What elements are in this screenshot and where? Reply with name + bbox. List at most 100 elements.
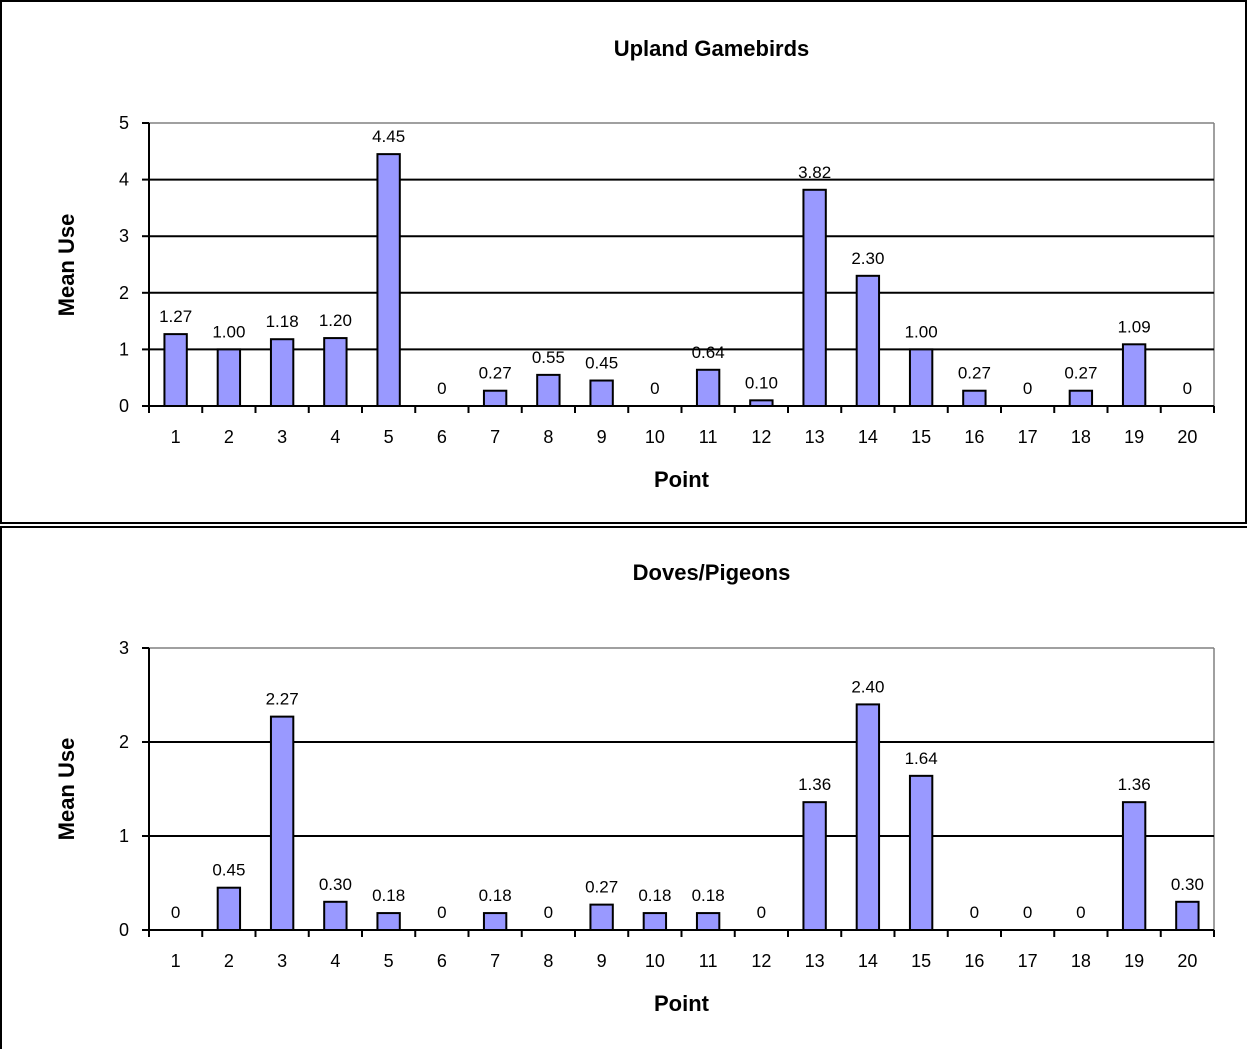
x-tick-label: 8: [543, 427, 553, 447]
upland-gamebirds-chart-panel: Upland Gamebirds 0 1 2 3 4 5 1.27 1 1.00 2 1.18 3 1.2…: [0, 0, 1247, 524]
data-label: 0: [970, 903, 979, 922]
x-tick-label: 6: [437, 427, 447, 447]
data-label: 3.82: [798, 163, 831, 182]
bar: [962, 389, 987, 407]
x-tick-label: 9: [597, 427, 607, 447]
y-tick-label: 5: [119, 113, 129, 133]
data-label: 0.30: [319, 875, 352, 894]
x-tick-label: 2: [224, 951, 234, 971]
x-tick-label: 1: [171, 427, 181, 447]
data-label: 0.64: [692, 343, 725, 362]
bar: [749, 399, 774, 407]
y-tick-label: 3: [119, 638, 129, 658]
bar: [695, 368, 721, 407]
bar: [1121, 801, 1147, 931]
data-label: 0.10: [745, 373, 778, 392]
x-tick-label: 20: [1177, 951, 1197, 971]
data-label: 1.64: [905, 749, 938, 768]
x-axis-label: Point: [654, 467, 710, 492]
data-label: 0.27: [1064, 364, 1097, 383]
bar: [589, 379, 614, 407]
x-tick-label: 14: [858, 951, 878, 971]
data-label: 1.00: [212, 322, 245, 341]
bar: [163, 333, 188, 408]
x-tick-label: 12: [751, 427, 771, 447]
data-label: 0: [171, 903, 180, 922]
x-tick-label: 5: [384, 427, 394, 447]
data-label: 1.36: [1118, 775, 1151, 794]
y-tick-label: 2: [119, 732, 129, 752]
y-tick-label: 0: [119, 396, 129, 416]
data-label: 2.27: [266, 690, 299, 709]
y-tick-label: 0: [119, 920, 129, 940]
data-label: 0.30: [1171, 875, 1204, 894]
data-label: 0.18: [372, 886, 405, 905]
data-label: 2.30: [851, 249, 884, 268]
data-label: 0: [437, 379, 446, 398]
bar: [589, 903, 614, 931]
chart-title: Doves/Pigeons: [633, 560, 791, 585]
x-tick-label: 13: [805, 427, 825, 447]
x-tick-label: 19: [1124, 951, 1144, 971]
y-tick-label: 1: [119, 339, 129, 359]
data-label: 0.18: [692, 886, 725, 905]
chart-title: Upland Gamebirds: [614, 36, 810, 61]
x-tick-label: 16: [964, 951, 984, 971]
data-label: 0.18: [479, 886, 512, 905]
x-tick-label: 11: [699, 427, 718, 447]
data-label: 0: [1023, 379, 1032, 398]
x-tick-label: 6: [437, 951, 447, 971]
x-tick-label: 10: [645, 951, 665, 971]
bar: [216, 886, 242, 932]
x-tick-label: 12: [751, 951, 771, 971]
x-tick-label: 16: [964, 427, 984, 447]
x-tick-label: 19: [1124, 427, 1144, 447]
bar: [855, 703, 881, 931]
data-label: 0.27: [958, 364, 991, 383]
bar: [1121, 343, 1147, 407]
bar: [908, 348, 934, 407]
doves-pigeons-chart-panel: Doves/Pigeons 0 1 2 3 0 1 0.45 2 2.27 3 0.30 4 0.18 5 0…: [0, 526, 1247, 1049]
x-tick-label: 1: [171, 951, 181, 971]
bar: [695, 912, 721, 931]
bar: [1175, 900, 1200, 931]
data-label: 0.45: [585, 354, 618, 373]
bar: [216, 348, 242, 407]
x-tick-label: 20: [1177, 427, 1197, 447]
x-axis-label: Point: [654, 991, 710, 1016]
data-label: 1.20: [319, 311, 352, 330]
x-tick-label: 7: [490, 427, 500, 447]
x-tick-label: 4: [330, 951, 340, 971]
x-tick-label: 14: [858, 427, 878, 447]
data-label: 1.09: [1118, 317, 1151, 336]
bar: [376, 912, 401, 931]
x-tick-label: 8: [543, 951, 553, 971]
data-label: 0.27: [585, 878, 618, 897]
x-tick-label: 18: [1071, 951, 1091, 971]
data-label: 1.27: [159, 307, 192, 326]
y-tick-label: 2: [119, 283, 129, 303]
x-tick-label: 18: [1071, 427, 1091, 447]
data-label: 0: [437, 903, 446, 922]
data-label: 0: [1023, 903, 1032, 922]
x-tick-label: 4: [330, 427, 340, 447]
x-tick-label: 13: [805, 951, 825, 971]
data-label: 0: [650, 379, 659, 398]
y-tick-label: 3: [119, 226, 129, 246]
x-tick-label: 2: [224, 427, 234, 447]
x-tick-label: 5: [384, 951, 394, 971]
data-label: 0: [757, 903, 766, 922]
x-tick-label: 9: [597, 951, 607, 971]
x-tick-label: 7: [490, 951, 500, 971]
data-label: 0.55: [532, 348, 565, 367]
bar: [1068, 389, 1094, 407]
x-tick-label: 3: [277, 427, 287, 447]
data-label: 1.18: [266, 312, 299, 331]
y-tick-label: 1: [119, 826, 129, 846]
y-axis-label: Mean Use: [54, 214, 79, 317]
doves-pigeons-chart: Doves/Pigeons0123010.4522.2730.3040.1850…: [0, 526, 1247, 1049]
bar: [855, 274, 881, 407]
bar: [482, 912, 508, 931]
data-label: 0.45: [212, 861, 245, 880]
